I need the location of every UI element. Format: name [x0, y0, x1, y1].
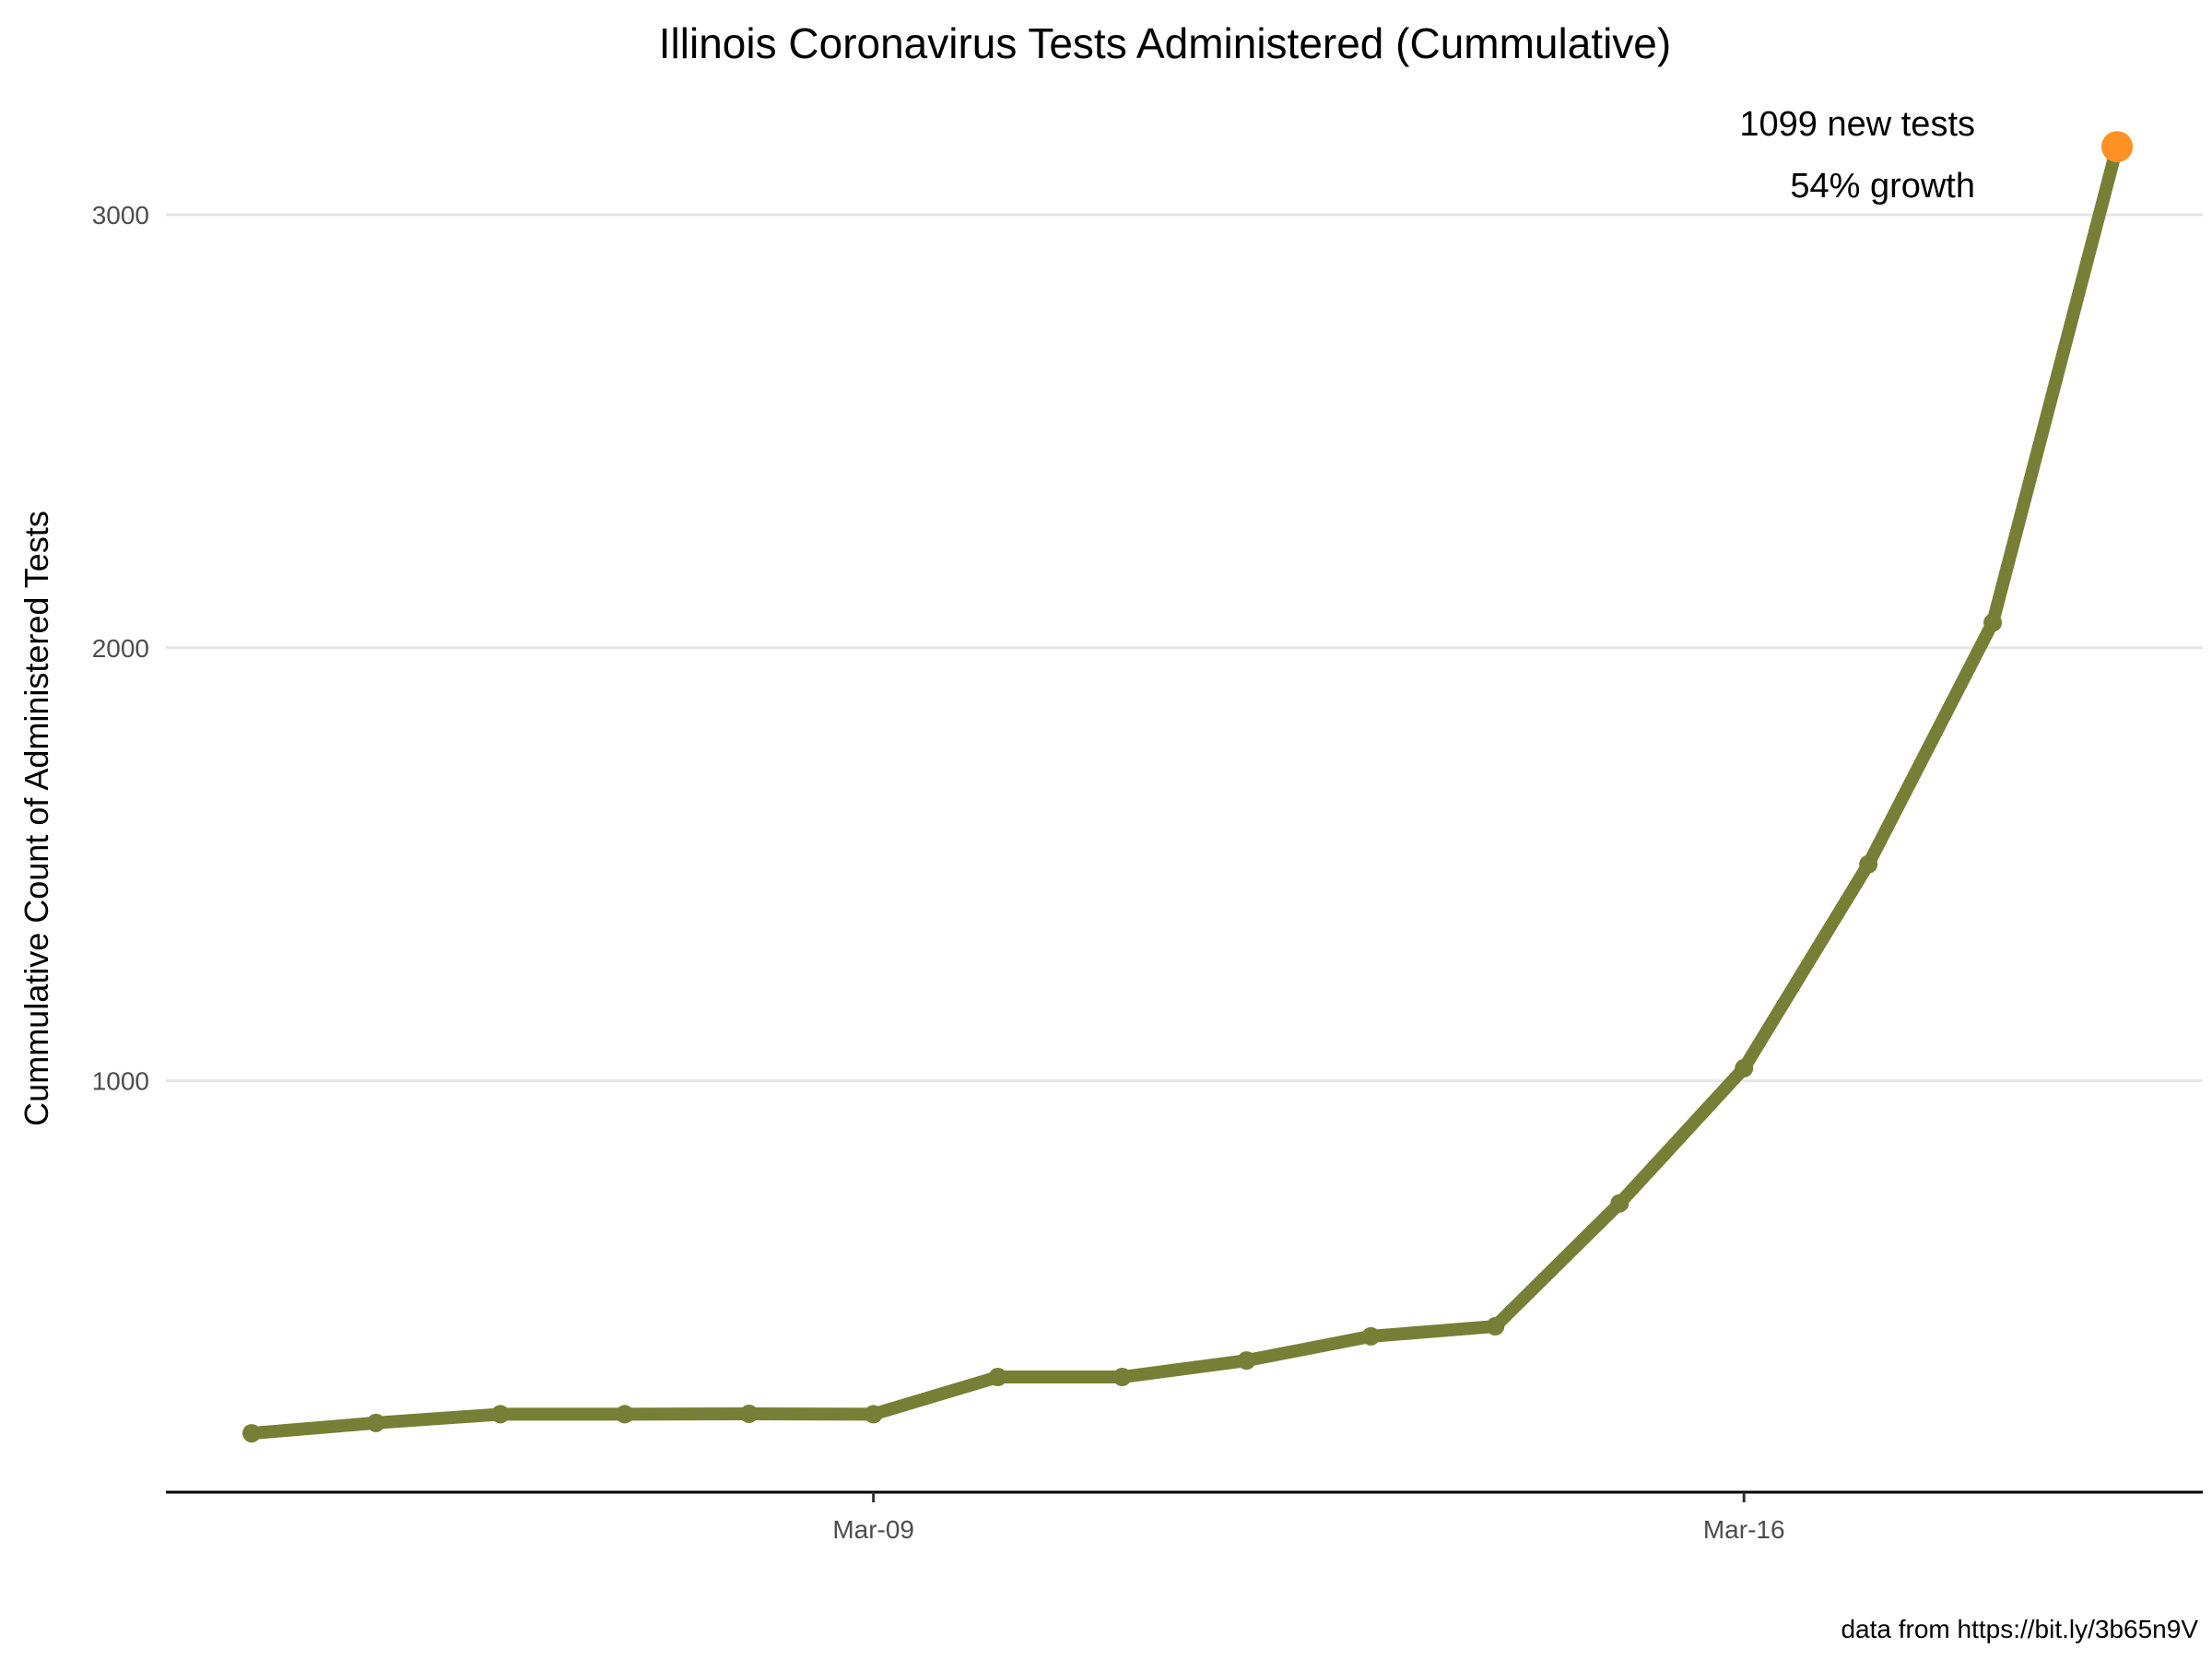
data-point	[1983, 613, 2003, 632]
data-point	[864, 1405, 883, 1424]
y-tick-label: 3000	[92, 201, 149, 229]
y-tick-label: 2000	[92, 634, 149, 663]
data-point	[1735, 1059, 1754, 1078]
annotation-growth: 54% growth	[1790, 167, 1975, 206]
y-axis: 1000 2000 3000	[92, 201, 149, 1096]
x-axis: Mar-09 Mar-16	[832, 1492, 1785, 1544]
data-point	[1486, 1317, 1505, 1336]
data-point	[988, 1368, 1007, 1387]
chart-title: Illinois Coronavirus Tests Administered …	[659, 19, 1671, 67]
data-point	[739, 1404, 759, 1423]
y-axis-label: Cummulative Count of Administered Tests	[18, 511, 55, 1126]
data-point	[1361, 1326, 1381, 1346]
gridlines	[166, 213, 2203, 1083]
data-source-caption: data from https://bit.ly/3b65n9V	[1841, 1615, 2198, 1643]
data-point	[1859, 854, 1878, 874]
x-tick-label: Mar-09	[832, 1515, 914, 1544]
data-point	[615, 1405, 634, 1424]
data-point	[242, 1424, 261, 1443]
annotation-new-tests: 1099 new tests	[1739, 105, 1975, 144]
series-cumulative-tests	[242, 131, 2133, 1443]
data-point	[1610, 1194, 1630, 1213]
latest-point-highlight	[2101, 131, 2133, 163]
data-point	[366, 1413, 385, 1432]
data-point	[1237, 1351, 1256, 1371]
x-tick-label: Mar-16	[1703, 1515, 1785, 1544]
series-line	[245, 140, 2124, 1441]
y-tick-label: 1000	[92, 1067, 149, 1096]
data-point	[490, 1405, 510, 1424]
data-point	[1112, 1368, 1132, 1387]
